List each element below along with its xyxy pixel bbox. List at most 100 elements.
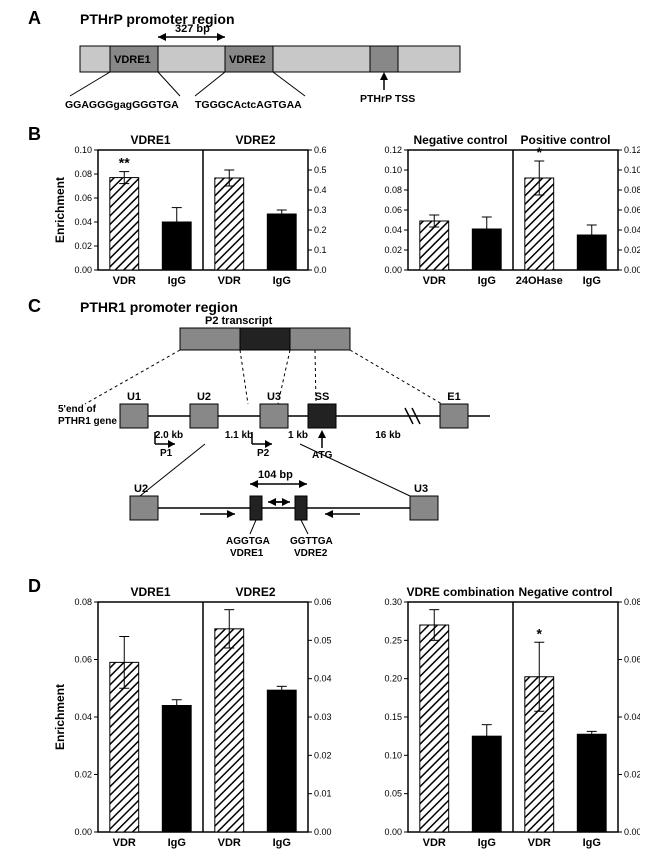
svg-text:0.25: 0.25 — [384, 635, 402, 645]
figure: A PTHrP promoter region VDRE1 VDRE2 327 … — [10, 6, 640, 854]
svg-text:0.06: 0.06 — [624, 205, 640, 215]
svg-text:1 kb: 1 kb — [288, 430, 308, 441]
svg-text:Negative control: Negative control — [413, 133, 507, 147]
svg-text:VDR: VDR — [423, 275, 446, 287]
panel-a-label: A — [28, 8, 41, 28]
svg-text:0.4: 0.4 — [314, 185, 327, 195]
svg-text:*: * — [537, 144, 543, 160]
panel-b: B VDRE1VDRE2Enrichment0.000.020.040.060.… — [28, 124, 640, 287]
svg-text:0.00: 0.00 — [314, 827, 332, 837]
svg-text:IgG: IgG — [583, 275, 601, 287]
svg-text:SS: SS — [315, 391, 330, 403]
svg-text:VDR: VDR — [423, 837, 446, 849]
svg-text:IgG: IgG — [168, 275, 186, 287]
svg-text:U2: U2 — [197, 391, 211, 403]
tss-block — [370, 46, 398, 72]
svg-text:0.04: 0.04 — [74, 712, 92, 722]
svg-text:0.08: 0.08 — [624, 185, 640, 195]
svg-text:VDRE2: VDRE2 — [294, 548, 328, 559]
svg-text:0.30: 0.30 — [384, 597, 402, 607]
svg-text:VDR: VDR — [218, 837, 241, 849]
zoom-vdre2 — [295, 496, 307, 520]
svg-text:VDRE1: VDRE1 — [130, 585, 170, 599]
svg-text:VDR: VDR — [528, 837, 551, 849]
panel-c-title: PTHR1 promoter region — [80, 299, 238, 315]
gene5-l2: PTHR1 gene — [58, 416, 117, 427]
svg-text:0.12: 0.12 — [384, 145, 402, 155]
svg-text:0.0: 0.0 — [314, 265, 327, 275]
svg-text:104 bp: 104 bp — [258, 469, 293, 481]
span-text: 327 bp — [175, 23, 210, 35]
svg-text:0.04: 0.04 — [624, 225, 640, 235]
zoom-vdre1 — [250, 496, 262, 520]
svg-text:0.02: 0.02 — [624, 245, 640, 255]
svg-text:IgG: IgG — [168, 837, 186, 849]
svg-text:0.04: 0.04 — [384, 225, 402, 235]
panel-b-left-chart: VDRE1VDRE2Enrichment0.000.020.040.060.08… — [53, 133, 327, 287]
svg-text:0.02: 0.02 — [74, 241, 92, 251]
svg-text:0.10: 0.10 — [624, 165, 640, 175]
svg-text:0.08: 0.08 — [74, 597, 92, 607]
svg-text:0.04: 0.04 — [624, 712, 640, 722]
svg-text:P2: P2 — [257, 448, 270, 459]
svg-text:IgG: IgG — [478, 275, 496, 287]
vdre1-text: VDRE1 — [114, 54, 151, 66]
svg-text:0.00: 0.00 — [384, 265, 402, 275]
svg-text:0.08: 0.08 — [74, 169, 92, 179]
svg-text:0.10: 0.10 — [384, 165, 402, 175]
svg-text:U1: U1 — [127, 391, 141, 403]
panel-b-label: B — [28, 124, 41, 144]
svg-text:0.00: 0.00 — [74, 265, 92, 275]
svg-text:0.08: 0.08 — [624, 597, 640, 607]
svg-text:2.0 kb: 2.0 kb — [155, 430, 183, 441]
svg-text:0.02: 0.02 — [384, 245, 402, 255]
svg-text:0.15: 0.15 — [384, 712, 402, 722]
svg-text:Enrichment: Enrichment — [53, 177, 67, 243]
panel-a-title: PTHrP promoter region — [80, 11, 235, 27]
svg-text:0.10: 0.10 — [384, 750, 402, 760]
svg-text:1.1 kb: 1.1 kb — [225, 430, 253, 441]
svg-text:0.06: 0.06 — [384, 205, 402, 215]
svg-text:VDRE2: VDRE2 — [235, 585, 275, 599]
svg-text:0.02: 0.02 — [74, 770, 92, 780]
svg-text:0.06: 0.06 — [624, 655, 640, 665]
svg-text:P1: P1 — [160, 448, 173, 459]
svg-text:IgG: IgG — [478, 837, 496, 849]
svg-text:Enrichment: Enrichment — [53, 684, 67, 750]
panel-a: A PTHrP promoter region VDRE1 VDRE2 327 … — [28, 8, 460, 111]
svg-text:U3: U3 — [267, 391, 281, 403]
panel-c: C PTHR1 promoter region P2 transcript 5'… — [28, 296, 490, 559]
span-arrow-r — [217, 33, 225, 41]
seq1: GGAGGGgagGGGTGA — [65, 99, 179, 111]
svg-text:VDR: VDR — [113, 275, 136, 287]
svg-text:0.00: 0.00 — [624, 827, 640, 837]
svg-text:VDRE1: VDRE1 — [230, 548, 264, 559]
svg-text:0.00: 0.00 — [624, 265, 640, 275]
svg-text:0.02: 0.02 — [314, 750, 332, 760]
svg-text:U3: U3 — [414, 483, 428, 495]
svg-text:0.5: 0.5 — [314, 165, 327, 175]
svg-text:0.20: 0.20 — [384, 674, 402, 684]
svg-text:0.04: 0.04 — [74, 217, 92, 227]
seq2: TGGGCActcAGTGAA — [195, 99, 302, 111]
svg-text:0.00: 0.00 — [74, 827, 92, 837]
svg-text:0.01: 0.01 — [314, 789, 332, 799]
svg-text:0.05: 0.05 — [384, 789, 402, 799]
panel-d-right-chart: VDRE combinationNegative control0.000.05… — [384, 585, 640, 849]
svg-text:**: ** — [119, 155, 130, 171]
svg-text:GGTTGA: GGTTGA — [290, 536, 333, 547]
svg-text:0.06: 0.06 — [74, 655, 92, 665]
svg-text:0.6: 0.6 — [314, 145, 327, 155]
svg-text:IgG: IgG — [583, 837, 601, 849]
svg-text:IgG: IgG — [273, 275, 291, 287]
svg-text:VDRE2: VDRE2 — [235, 133, 275, 147]
svg-text:0.06: 0.06 — [74, 193, 92, 203]
tss-text: PTHrP TSS — [360, 93, 415, 105]
svg-text:16 kb: 16 kb — [375, 430, 401, 441]
svg-text:0.2: 0.2 — [314, 225, 327, 235]
svg-text:24OHase: 24OHase — [516, 275, 563, 287]
svg-text:AGGTGA: AGGTGA — [226, 536, 270, 547]
svg-text:U2: U2 — [134, 483, 148, 495]
svg-text:VDRE combination: VDRE combination — [406, 585, 514, 599]
svg-text:VDR: VDR — [113, 837, 136, 849]
